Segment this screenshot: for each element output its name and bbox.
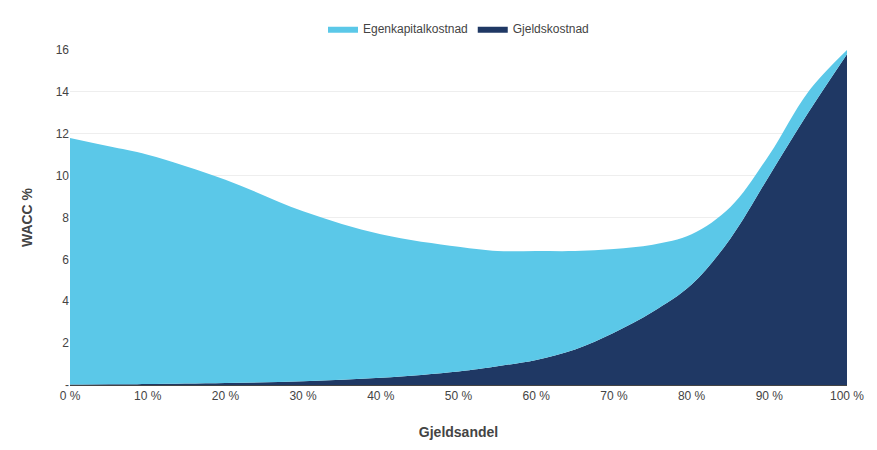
svg-text:0 %: 0 % bbox=[60, 389, 81, 403]
svg-text:-: - bbox=[65, 378, 69, 392]
svg-text:WACC %: WACC % bbox=[19, 187, 35, 247]
svg-text:80 %: 80 % bbox=[678, 389, 706, 403]
svg-text:14: 14 bbox=[56, 85, 70, 99]
svg-text:20 %: 20 % bbox=[212, 389, 240, 403]
svg-text:Egenkapitalkostnad: Egenkapitalkostnad bbox=[363, 22, 468, 36]
svg-text:16: 16 bbox=[56, 43, 70, 57]
svg-text:70 %: 70 % bbox=[600, 389, 628, 403]
svg-text:50 %: 50 % bbox=[445, 389, 473, 403]
svg-text:40 %: 40 % bbox=[367, 389, 395, 403]
svg-text:10: 10 bbox=[56, 169, 70, 183]
svg-text:12: 12 bbox=[56, 127, 70, 141]
svg-text:6: 6 bbox=[62, 253, 69, 267]
svg-text:30 %: 30 % bbox=[289, 389, 317, 403]
svg-text:90 %: 90 % bbox=[756, 389, 784, 403]
svg-text:60 %: 60 % bbox=[523, 389, 551, 403]
svg-text:Gjeldskostnad: Gjeldskostnad bbox=[513, 22, 589, 36]
svg-text:8: 8 bbox=[62, 211, 69, 225]
svg-text:Gjeldsandel: Gjeldsandel bbox=[419, 424, 498, 440]
svg-text:10 %: 10 % bbox=[134, 389, 162, 403]
svg-text:4: 4 bbox=[62, 294, 69, 308]
svg-text:100 %: 100 % bbox=[830, 389, 864, 403]
svg-text:2: 2 bbox=[62, 336, 69, 350]
